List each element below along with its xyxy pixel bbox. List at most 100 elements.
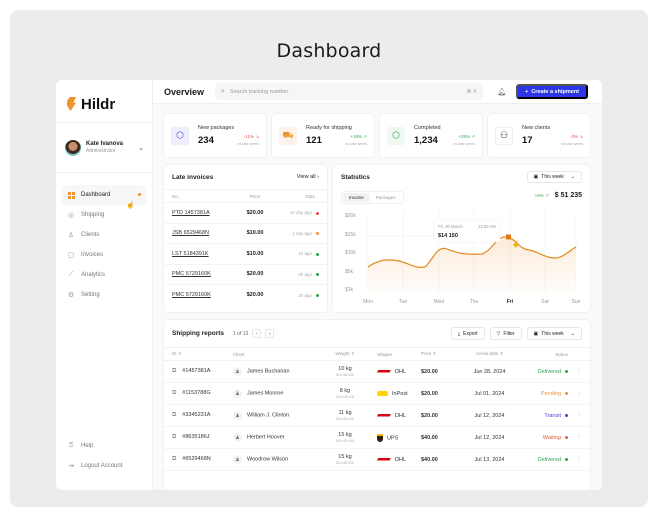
invoice-number[interactable]: PMC 5729160K xyxy=(172,271,211,278)
table-row[interactable]: PMC 5729160K $20.00 2h ago xyxy=(164,265,327,285)
invoice-price: $10.00 xyxy=(246,250,264,257)
kpi-vs: vs last week xyxy=(237,141,259,146)
export-button[interactable]: ⤓ Export xyxy=(450,327,485,340)
kpi-delta: +25% ↗ xyxy=(458,134,475,139)
status-dot xyxy=(316,211,319,215)
invoice-number[interactable]: LST 5184391K xyxy=(172,250,209,257)
more-options-icon[interactable]: ⋮ xyxy=(576,368,582,375)
kpi-label: New packages xyxy=(198,125,235,131)
next-page-button[interactable]: › xyxy=(265,329,275,338)
card-title: Shipping reports xyxy=(172,330,224,337)
more-options-icon[interactable]: ⋮ xyxy=(576,390,582,397)
table-row[interactable]: LST 5184391K $10.00 1h ago xyxy=(164,244,327,265)
invoice-number[interactable]: JSB 6529468N xyxy=(172,230,209,237)
bell-icon[interactable]: 🔔︎ xyxy=(497,88,507,96)
sidebar-item-clients[interactable]: ♙ Clients xyxy=(62,225,146,245)
y-tick: $15k xyxy=(345,232,356,238)
help-icon: ⍰ xyxy=(68,442,74,449)
sidebar-item-logout[interactable]: ⇥ Logout Account xyxy=(62,456,146,476)
kpi-label: New clients xyxy=(522,125,551,131)
total-delta: +5% ↗ xyxy=(534,192,549,198)
sidebar-item-label: Help xyxy=(81,443,94,449)
status-dot xyxy=(316,252,319,256)
view-all-link[interactable]: View all › xyxy=(296,174,319,180)
tab-income[interactable]: Income xyxy=(343,193,370,202)
kpi-completed[interactable]: ⬡ Completed 1,234 +25% ↗ vs last week xyxy=(380,114,482,157)
download-icon: ⤓ xyxy=(457,330,461,337)
more-options-icon[interactable]: ⋮ xyxy=(576,412,582,419)
user-icon: ♟ xyxy=(233,389,242,398)
filter-button[interactable]: ▽ Filter xyxy=(489,327,522,340)
chevron-right-icon: › xyxy=(317,174,319,180)
table-row[interactable]: ⧉ #8635186J ♟ Herbert Hoover 15 kg 50×40×50… xyxy=(164,427,590,449)
chevron-down-icon: ⌄ xyxy=(570,330,575,337)
topbar: Overview ⌕ Search tracking number ⌘ K 🔔︎… xyxy=(153,80,602,104)
grid-icon xyxy=(67,191,75,199)
late-invoices-card: Late invoices View all › No. Price Date … xyxy=(164,165,327,312)
table-row[interactable]: ⧉ #3345231A ♟ William J. Clinton 11 kg 40×4… xyxy=(164,405,590,427)
calendar-icon: ▣ xyxy=(533,174,539,180)
sidebar-item-label: Logout Account xyxy=(81,463,123,469)
svg-text:Wed: Wed xyxy=(434,299,444,305)
metric-toggle: Income Packages xyxy=(341,191,404,204)
notification-dot xyxy=(138,193,141,196)
brand[interactable]: Hildr xyxy=(56,80,152,116)
sidebar-item-setting[interactable]: ⚙ Setting xyxy=(62,285,146,305)
sidebar-item-analytics[interactable]: ⟋ Analytics xyxy=(62,265,146,285)
invoice-number[interactable]: PTD 1457381A xyxy=(172,209,210,216)
status-badge: Delivered xyxy=(537,456,561,463)
more-options-icon[interactable]: ⋮ xyxy=(576,456,582,463)
sidebar-item-help[interactable]: ⍰ Help xyxy=(62,436,146,456)
logo-icon xyxy=(67,97,76,111)
table-row[interactable]: ⧉ #6529468N ♟ Woodrow Wilson 15 kg 50×40×50… xyxy=(164,449,590,471)
create-shipment-button[interactable]: + Create a shipment xyxy=(516,84,588,99)
kpi-new-clients[interactable]: ⚇ New clients 17 -3% ↘ vs last week xyxy=(488,114,590,157)
invoice-number[interactable]: PMC 5729160K xyxy=(172,292,211,299)
highlight-point xyxy=(506,234,511,240)
copy-icon[interactable]: ⧉ xyxy=(172,390,177,396)
sidebar-item-invoices[interactable]: ▢ Invoices xyxy=(62,245,146,265)
svg-text:Fri, 30 March: Fri, 30 March xyxy=(438,224,463,229)
copy-icon[interactable]: ⧉ xyxy=(172,456,177,462)
copy-icon[interactable]: ⧉ xyxy=(172,434,177,440)
user-icon: ♟ xyxy=(233,433,242,442)
table-row[interactable]: ⧉ #1457381A ♟ James Buchanan 10 kg 40×40×40… xyxy=(164,361,590,383)
sidebar-item-shipping[interactable]: ◎ Shipping xyxy=(62,205,146,225)
y-tick: $20k xyxy=(345,213,356,219)
svg-text:Thu: Thu xyxy=(470,299,479,305)
kpi-new-packages[interactable]: ⬡ New packages 234 -11% ↘ vs last week xyxy=(164,114,266,157)
tab-packages[interactable]: Packages xyxy=(375,195,396,200)
sidebar-footer: ⍰ Help ⇥ Logout Account xyxy=(62,436,146,476)
date-range-select[interactable]: ▣ This week ⌄ xyxy=(526,171,582,183)
globe-icon: ◎ xyxy=(67,212,75,219)
copy-icon[interactable]: ⧉ xyxy=(172,412,177,418)
income-chart[interactable]: $20k $15k $10k $5k $1k xyxy=(333,205,590,310)
table-row[interactable]: ⧉ #1153788G ♟ James Monroe 8 kg 20×15×25 In… xyxy=(164,383,590,405)
user-menu[interactable]: Kate Ivanova Administrator ⌄ xyxy=(56,123,152,173)
gear-icon: ⚙ xyxy=(67,292,75,299)
kpi-delta: -3% ↘ xyxy=(569,134,583,139)
kpi-ready-for-shipping[interactable]: ⛟ Ready for shipping 121 +18% ↗ vs last … xyxy=(272,114,374,157)
copy-icon[interactable]: ⧉ xyxy=(172,368,177,374)
sidebar-item-label: Invoices xyxy=(81,252,104,258)
search-placeholder: Search tracking number xyxy=(229,88,289,95)
date-range-select[interactable]: ▣ This week ⌄ xyxy=(526,327,582,340)
table-row[interactable]: PTD 1457381A $20.00 10 day ago xyxy=(164,203,327,224)
table-row[interactable]: PMC 5729160K $20.00 2h ago xyxy=(164,285,327,306)
prev-page-button[interactable]: ‹ xyxy=(252,329,262,338)
table-header: No. Price Date xyxy=(164,189,327,203)
sidebar-item-dashboard[interactable]: Dashboard ☝ xyxy=(62,185,146,209)
search-input[interactable]: ⌕ Search tracking number ⌘ K xyxy=(215,83,483,100)
kpi-label: Completed xyxy=(414,125,441,131)
sidebar-nav: Dashboard ☝ ◎ Shipping ♙ Clients ▢ Invoi… xyxy=(56,173,152,305)
divider xyxy=(56,122,152,123)
more-options-icon[interactable]: ⋮ xyxy=(576,434,582,441)
brand-name: Hildr xyxy=(81,95,116,113)
dhl-logo-icon xyxy=(377,413,391,417)
status-dot xyxy=(316,232,319,236)
hand-cursor-icon: ☝ xyxy=(512,240,519,248)
invoice-price: $20.00 xyxy=(246,209,264,216)
y-tick: $10k xyxy=(345,250,356,256)
page-title: Dashboard xyxy=(276,40,382,62)
table-row[interactable]: JSB 6529468N $10.00 1 day ago xyxy=(164,224,327,244)
